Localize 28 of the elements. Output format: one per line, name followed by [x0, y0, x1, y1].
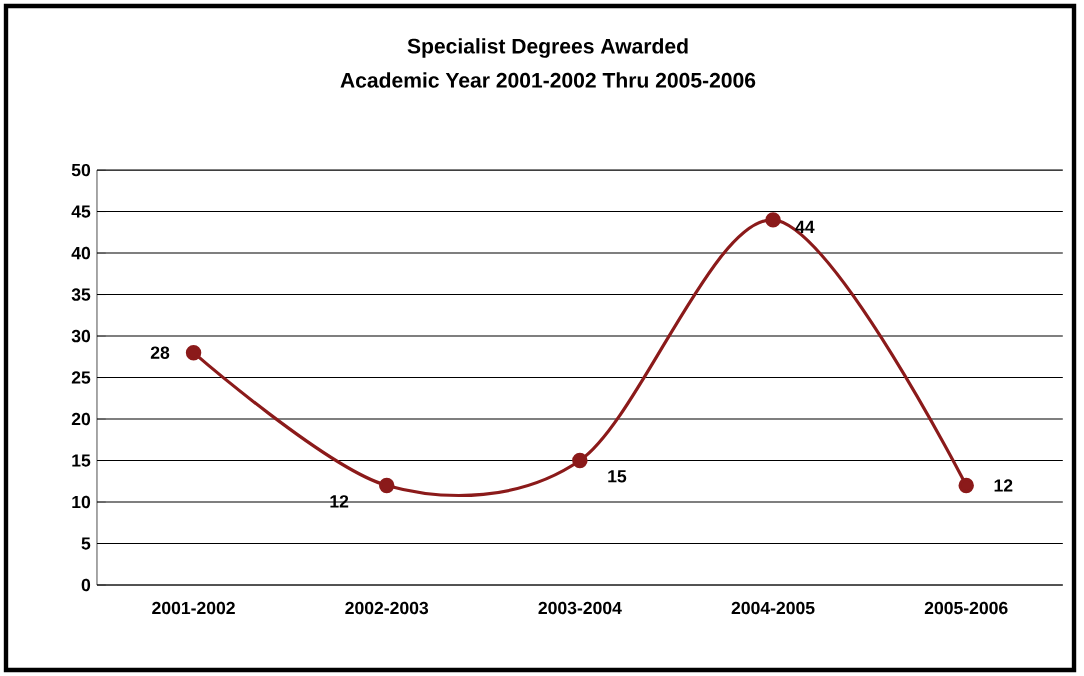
- x-tick-label: 2001-2002: [152, 601, 235, 615]
- data-label: 44: [795, 220, 815, 233]
- x-tick-label: 2005-2006: [924, 601, 1008, 615]
- point: [185, 344, 202, 361]
- y-tick-label: 35: [71, 288, 91, 301]
- data-label: 28: [150, 346, 170, 359]
- x-tick-label: 2002-2003: [345, 601, 429, 615]
- x-tick-label: 2004-2005: [731, 601, 815, 615]
- data-label: 12: [994, 479, 1013, 492]
- data-label: 12: [330, 495, 349, 508]
- point: [958, 477, 974, 494]
- y-tick-label: 20: [71, 412, 91, 426]
- point: [379, 477, 395, 494]
- y-tick-label: 25: [71, 371, 91, 384]
- point: [765, 212, 781, 228]
- chart-subtitle: Academic Year 2001-2002 Thru 2005-2006: [340, 72, 756, 88]
- y-tick-label: 30: [71, 329, 91, 343]
- y-tick-label: 40: [71, 246, 91, 260]
- y-tick-label: 50: [71, 163, 91, 177]
- data-label: 15: [608, 470, 627, 483]
- y-tick-label: 45: [71, 205, 91, 218]
- y-tick-label: 10: [72, 495, 91, 509]
- y-tick-label: 0: [81, 578, 91, 592]
- y-tick-label: 5: [81, 537, 91, 550]
- x-tick-label: 2003-2004: [538, 601, 622, 615]
- point: [572, 452, 588, 469]
- y-tick-label: 15: [72, 454, 91, 467]
- chart-title: Specialist Degrees Awarded: [407, 38, 688, 58]
